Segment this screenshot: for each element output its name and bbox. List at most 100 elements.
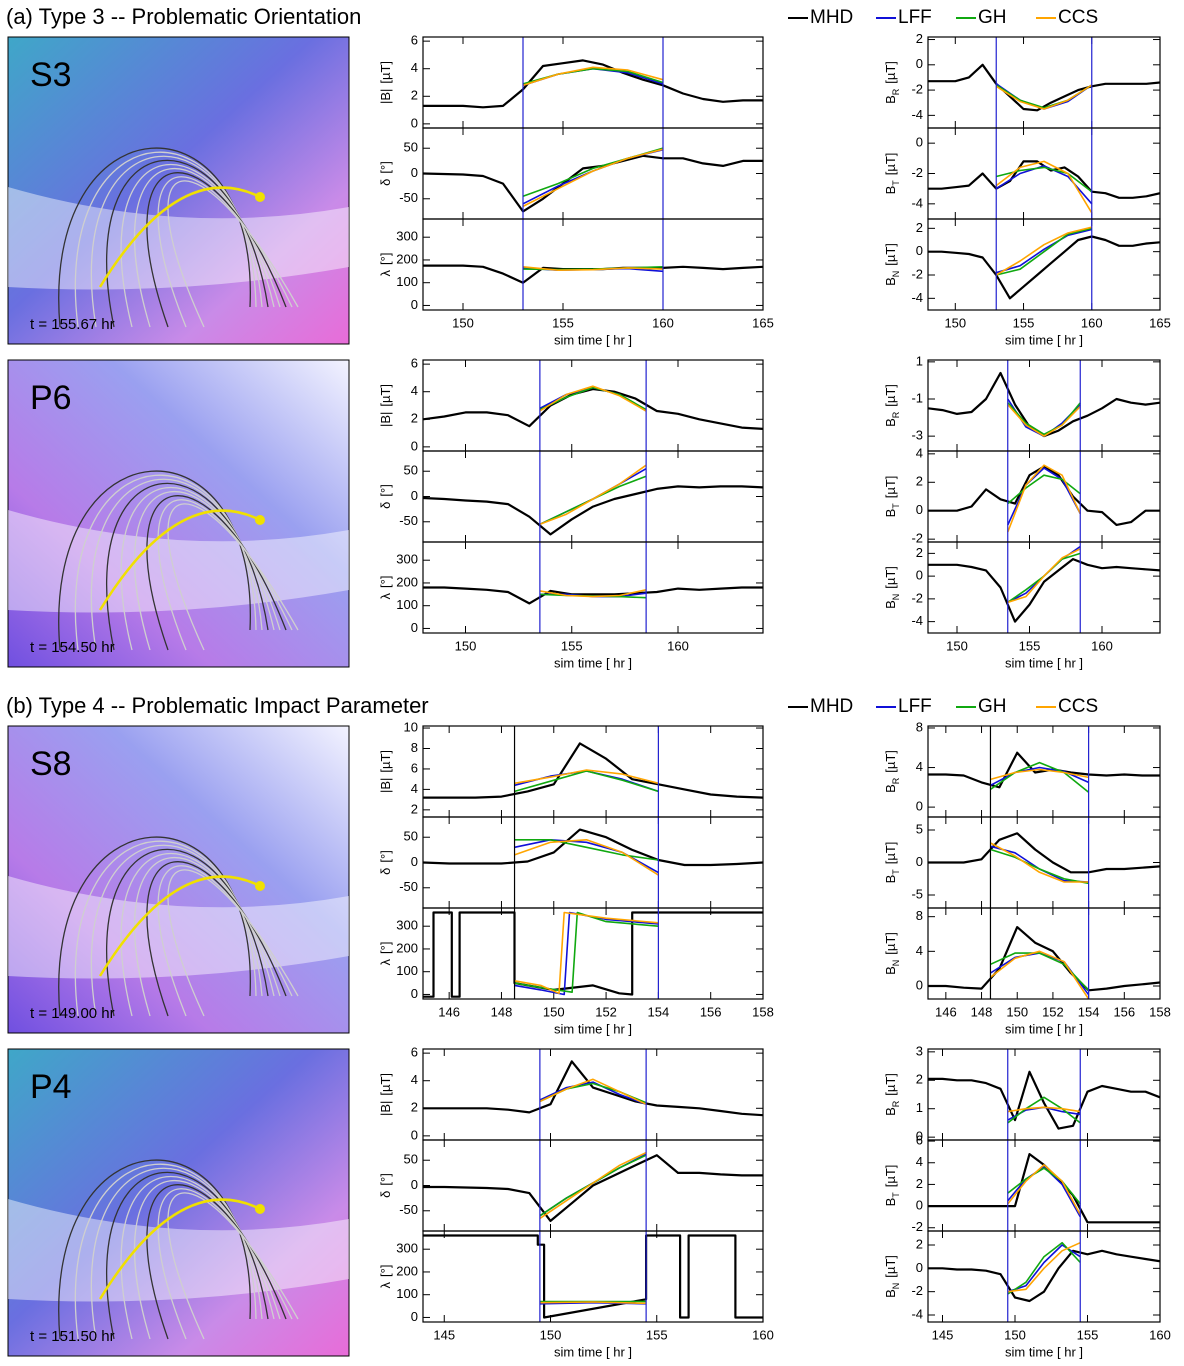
x-tick-label: 156 (1113, 1004, 1135, 1019)
y-tick-label: 300 (396, 229, 418, 244)
flux-axis (98, 186, 261, 288)
series-line (928, 465, 1160, 526)
series-line (423, 586, 763, 605)
y-tick-label: -2 (911, 590, 923, 605)
y-tick-label: 2 (916, 220, 923, 235)
y-label-symbol: |B| (378, 412, 393, 427)
y-label-subscript: R (891, 1100, 901, 1107)
image-background (7, 725, 350, 1034)
x-tick-label: 150 (540, 1327, 562, 1342)
y-label-symbol: B (883, 1107, 898, 1116)
x-tick-label: 160 (652, 315, 674, 330)
series-line (928, 751, 1160, 789)
y-label-subscript: N (891, 594, 901, 601)
x-tick-label: 145 (433, 1327, 455, 1342)
y-tick-label: 0 (916, 56, 923, 71)
y-tick-label: 200 (396, 940, 418, 955)
y-label-symbol: δ (378, 502, 393, 509)
x-tick-label: 165 (752, 315, 774, 330)
x-tick-label: 155 (561, 638, 583, 653)
y-tick-label: 2 (916, 1072, 923, 1087)
plot-area (928, 371, 1160, 438)
y-tick-label: 6 (411, 356, 418, 371)
y-label-unit: [°] (378, 850, 393, 862)
event-label: P4 (30, 1068, 72, 1106)
axes-frame (927, 359, 1161, 452)
field-line (133, 491, 281, 651)
plot-area (423, 1060, 763, 1117)
event-label: S8 (30, 745, 72, 783)
time-label: t = 149.00 hr (30, 1005, 115, 1022)
axes-frame (422, 1048, 764, 1141)
y-label-unit: [°] (378, 484, 393, 496)
y-tick-label: 8 (916, 719, 923, 734)
plot-area (423, 1234, 763, 1319)
field-line (167, 180, 299, 328)
y-tick-label: 4 (411, 1072, 418, 1087)
y-tick-label: -2 (911, 165, 923, 180)
series-line (539, 1151, 647, 1220)
field-line (133, 1180, 281, 1340)
series-line (1007, 1096, 1081, 1124)
legend-label: MHD (810, 696, 853, 717)
x-tick-label: 155 (1077, 1327, 1099, 1342)
series-line (996, 227, 1092, 276)
x-tick-label: 150 (543, 1004, 565, 1019)
field-line (90, 1167, 263, 1340)
y-tick-label: -5 (911, 886, 923, 901)
legend-label: CCS (1058, 696, 1098, 717)
series-line (990, 761, 1090, 793)
axes-frame (927, 218, 1161, 311)
field-line (120, 487, 275, 651)
x-axis-label: sim time [ hr ] (1005, 1344, 1083, 1359)
x-tick-label: 155 (1019, 638, 1041, 653)
y-label-symbol: B (883, 1289, 898, 1298)
spacecraft (255, 1204, 265, 1214)
field-line (90, 844, 263, 1017)
axes-frame (422, 907, 764, 1000)
y-tick-label: 0 (411, 854, 418, 869)
series-line (539, 386, 647, 412)
x-tick-label: 146 (935, 1004, 957, 1019)
y-label-symbol: B (883, 186, 898, 195)
y-axis-label: λ [°] (378, 1265, 393, 1289)
y-label-subscript: T (891, 869, 901, 875)
y-tick-label: 0 (916, 854, 923, 869)
y-tick-label: 8 (916, 908, 923, 923)
y-tick-label: -1 (911, 390, 923, 405)
field-line (90, 478, 263, 651)
y-tick-label: 0 (411, 488, 418, 503)
series-line (990, 952, 1090, 991)
x-axis-label: sim time [ hr ] (554, 332, 632, 347)
y-tick-label: 0 (411, 1127, 418, 1142)
y-label-symbol: B (883, 95, 898, 104)
y-tick-label: 100 (396, 597, 418, 612)
series-line (539, 1078, 647, 1105)
y-axis-label: BN [µT] (883, 932, 901, 975)
series-line (928, 926, 1160, 992)
y-label-subscript: T (891, 1192, 901, 1198)
series-line (990, 768, 1089, 781)
series-line (514, 911, 659, 996)
series-line (539, 475, 647, 526)
plot-area (423, 385, 763, 430)
y-label-symbol: B (883, 277, 898, 286)
series-line (514, 839, 659, 876)
axes-frame (422, 359, 764, 452)
y-label-symbol: λ (378, 1281, 393, 1288)
field-line (74, 1163, 257, 1340)
legend-label: GH (978, 696, 1007, 717)
plot-area (423, 59, 763, 109)
field-line (133, 857, 281, 1017)
series-line (423, 1154, 763, 1222)
y-label-subscript: R (891, 411, 901, 418)
field-line (167, 1192, 299, 1340)
series-line (539, 589, 647, 598)
series-line (522, 66, 664, 87)
y-axis-label: λ [°] (378, 942, 393, 966)
series-line (423, 1060, 763, 1117)
y-label-unit: [µT] (883, 61, 898, 84)
y-label-unit: [µT] (378, 384, 393, 407)
y-label-symbol: B (883, 784, 898, 793)
field-line (146, 495, 287, 651)
